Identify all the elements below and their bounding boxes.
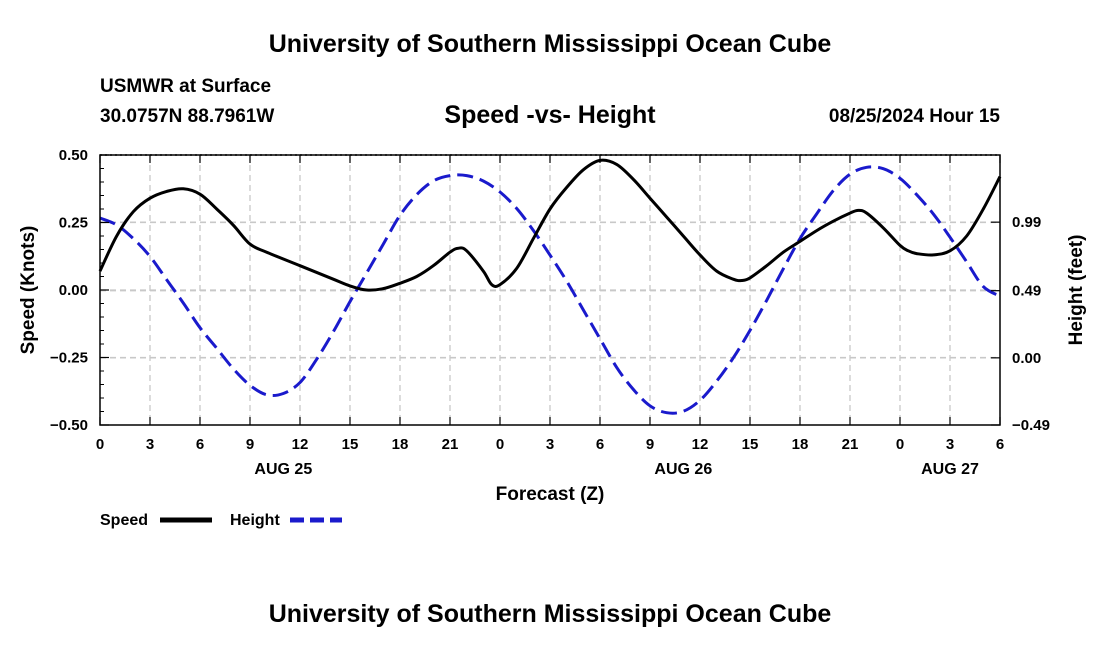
- x-tick-label: 18: [792, 436, 809, 453]
- chart-title: Speed -vs- Height: [444, 101, 656, 129]
- y-tick-label: 0.00: [59, 282, 88, 299]
- x-tick-label: 9: [246, 436, 254, 453]
- x-axis-label: Forecast (Z): [496, 484, 605, 505]
- legend: Speed Height: [100, 512, 342, 529]
- y-axis-label: Speed (Knots): [18, 226, 39, 355]
- axes: 0 3 6 9 12 15 18 21 0 3 6 9 12 15 18 21 0 3 6 AUG 25 AUG 26 A…: [50, 147, 1050, 478]
- x-tick-label: 3: [146, 436, 154, 453]
- speed-series-line: [98, 158, 1002, 292]
- series-layer: [98, 158, 1002, 415]
- x-tick-label: 3: [546, 436, 554, 453]
- x-tick-label: 15: [742, 436, 759, 453]
- y2-tick-label: 0.49: [1012, 283, 1041, 300]
- x-tick-label: 3: [946, 436, 954, 453]
- top-title: University of Southern Mississippi Ocean…: [268, 30, 832, 58]
- bottom-title: University of Southern Mississippi Ocean…: [268, 600, 832, 628]
- grid: [100, 155, 1000, 425]
- y-tick-label: 0.25: [59, 215, 88, 232]
- y2-axis-label: Height (feet): [1066, 235, 1087, 346]
- x-tick-label: 0: [496, 436, 504, 453]
- x-tick-label: 18: [392, 436, 409, 453]
- forecast-datetime: 08/25/2024 Hour 15: [828, 106, 1000, 127]
- legend-speed-label: Speed: [100, 512, 148, 529]
- x-tick-label: 12: [292, 436, 309, 453]
- x-day-label: AUG 26: [654, 461, 712, 478]
- x-day-label: AUG 25: [254, 461, 312, 478]
- station-coordinates: 30.0757N 88.7961W: [100, 106, 275, 127]
- height-series-line: [99, 165, 1001, 415]
- x-tick-label: 6: [996, 436, 1004, 453]
- x-tick-label: 0: [96, 436, 104, 453]
- x-tick-label: 9: [646, 436, 654, 453]
- x-tick-label: 6: [596, 436, 604, 453]
- y2-tick-label: 0.99: [1012, 214, 1041, 231]
- x-tick-label: 21: [442, 436, 459, 453]
- y-tick-label: −0.50: [50, 417, 88, 434]
- x-tick-label: 6: [196, 436, 204, 453]
- x-tick-label: 21: [842, 436, 859, 453]
- y-tick-label: 0.50: [59, 147, 88, 164]
- legend-height-label: Height: [230, 512, 280, 529]
- x-day-label: AUG 27: [921, 461, 979, 478]
- x-tick-label: 15: [342, 436, 359, 453]
- x-tick-label: 0: [896, 436, 904, 453]
- station-label: USMWR at Surface: [100, 76, 272, 97]
- y2-tick-label: 0.00: [1012, 350, 1041, 367]
- x-tick-label: 12: [692, 436, 709, 453]
- y2-tick-label: −0.49: [1012, 417, 1050, 434]
- y-tick-label: −0.25: [50, 350, 88, 367]
